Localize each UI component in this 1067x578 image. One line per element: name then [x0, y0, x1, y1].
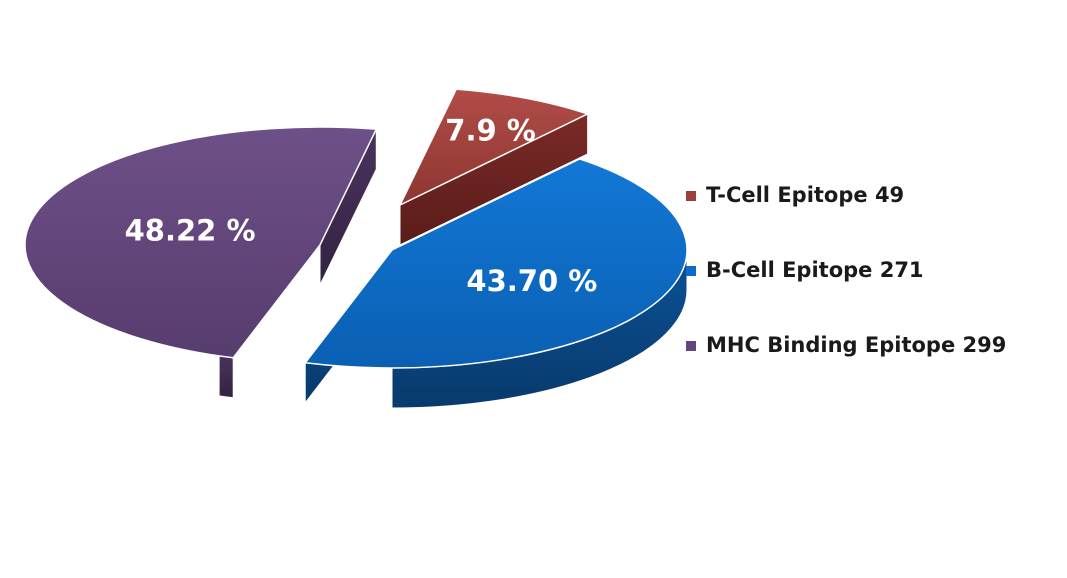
legend-label-1: B-Cell Epitope 271	[706, 258, 924, 282]
legend-label-0: T-Cell Epitope 49	[706, 183, 904, 207]
pie-slice-top-1	[303, 158, 688, 369]
legend-item-1: B-Cell Epitope 271	[686, 258, 924, 282]
pie-slice-2	[24, 126, 378, 399]
pie-slice-side-2	[218, 355, 234, 399]
pie-slice-top-0	[398, 88, 590, 207]
legend-swatch-2	[686, 341, 696, 351]
pie-slice-label-1: 43.70 %	[466, 264, 597, 298]
pie-slice-1	[303, 158, 688, 409]
legend-swatch-0	[686, 191, 696, 201]
pie-slice-label-2: 48.22 %	[125, 213, 256, 247]
legend-label-2: MHC Binding Epitope 299	[706, 333, 1006, 357]
legend-item-2: MHC Binding Epitope 299	[686, 333, 1006, 357]
legend-swatch-1	[686, 266, 696, 276]
legend-item-0: T-Cell Epitope 49	[686, 183, 904, 207]
pie-slice-0	[398, 88, 590, 246]
pie-slice-top-2	[24, 126, 378, 359]
pie-slice-label-0: 7.9 %	[445, 113, 536, 147]
